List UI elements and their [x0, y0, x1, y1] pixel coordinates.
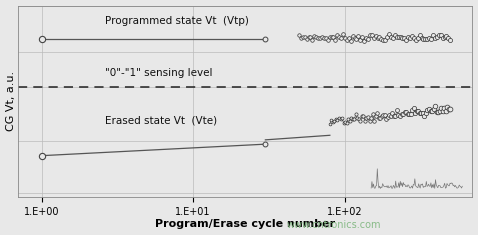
X-axis label: Program/Erase cycle number: Program/Erase cycle number: [155, 219, 336, 229]
Y-axis label: CG Vt, a.u.: CG Vt, a.u.: [6, 71, 16, 131]
Text: www.cntronics.com: www.cntronics.com: [287, 220, 381, 230]
Text: "0"-"1" sensing level: "0"-"1" sensing level: [105, 67, 212, 78]
Text: Programmed state Vt  (Vtp): Programmed state Vt (Vtp): [105, 16, 249, 26]
Text: Erased state Vt  (Vte): Erased state Vt (Vte): [105, 115, 217, 125]
